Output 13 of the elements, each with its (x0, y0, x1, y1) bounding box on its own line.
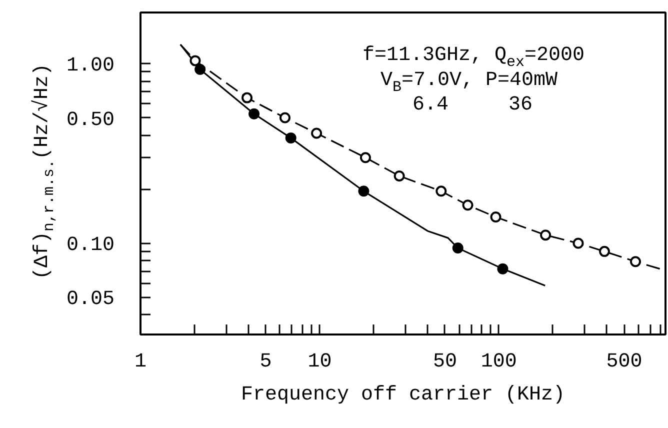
x-tick-label: 100 (480, 350, 517, 374)
x-tick-label: 500 (606, 350, 642, 374)
x-axis-title: Frequency off carrier (KHz) (240, 384, 566, 406)
y-tick-label: 0.05 (66, 288, 115, 312)
x-tick-label: 10 (308, 350, 332, 374)
x-tick-label: 1 (134, 350, 147, 374)
y-tick-label: 1.00 (66, 54, 115, 78)
y-tick-label: 0.50 (66, 108, 115, 132)
x-tick-label: 50 (432, 350, 457, 374)
x-tick-label: 5 (260, 350, 272, 374)
y-axis-title: (Δf)n,r.m.s.(Hz/√Hz) (31, 63, 58, 280)
text: 6.4 36 (412, 94, 533, 116)
y-tick-label: 0.10 (66, 234, 115, 258)
